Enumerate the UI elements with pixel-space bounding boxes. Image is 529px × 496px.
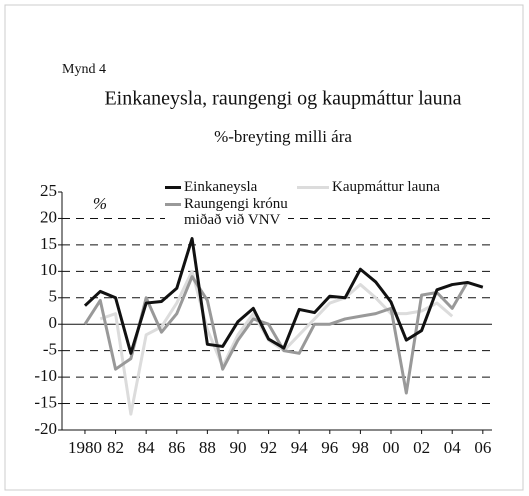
y-tick-label: 5 (49, 287, 58, 306)
y-tick-label: 0 (49, 313, 58, 332)
x-tick-label: 88 (199, 438, 216, 457)
frame (4, 4, 524, 491)
legend-swatch (165, 203, 181, 206)
x-tick-label: 98 (352, 438, 369, 457)
y-tick-label: 25 (40, 181, 57, 200)
legend-swatch (165, 186, 181, 189)
x-tick-label: 02 (413, 438, 430, 457)
legend-label: Einkaneysla (184, 179, 258, 195)
x-tick-label: 92 (260, 438, 277, 457)
x-tick-label: 00 (383, 438, 400, 457)
x-tick-label: 04 (444, 438, 462, 457)
chart-title: Einkaneysla, raungengi og kaupmáttur lau… (104, 88, 461, 110)
y-axis-label: % (93, 194, 107, 213)
figure-label: Mynd 4 (62, 62, 106, 77)
y-tick-label: -20 (34, 419, 57, 438)
legend-label: Raungengi krónu miðað við VNV (184, 196, 288, 228)
x-tick-label: 84 (138, 438, 156, 457)
y-tick-label: -5 (43, 340, 57, 359)
x-tick-label: 94 (291, 438, 309, 457)
legend-item: Kaupmáttur launa (297, 179, 440, 195)
y-tick-label: -15 (34, 392, 57, 411)
y-tick-label: 15 (40, 234, 57, 253)
x-tick-label: 90 (229, 438, 246, 457)
chart-subtitle: %-breyting milli ára (214, 127, 352, 146)
x-tick-label: 96 (321, 438, 338, 457)
series-line (83, 275, 469, 395)
series-line (83, 237, 484, 355)
legend-item: Raungengi krónu miðað við VNV (165, 196, 288, 228)
legend-item: Einkaneysla (165, 179, 258, 195)
y-tick-label: -10 (34, 366, 57, 385)
x-tick-label: 06 (474, 438, 491, 457)
x-tick-label: 1980 (68, 438, 102, 457)
x-tick-label: 82 (107, 438, 124, 457)
x-tick-label: 86 (168, 438, 185, 457)
y-tick-label: 20 (40, 207, 57, 226)
legend-swatch (297, 186, 329, 189)
legend-label: Kaupmáttur launa (332, 179, 440, 195)
y-tick-label: 10 (40, 260, 57, 279)
